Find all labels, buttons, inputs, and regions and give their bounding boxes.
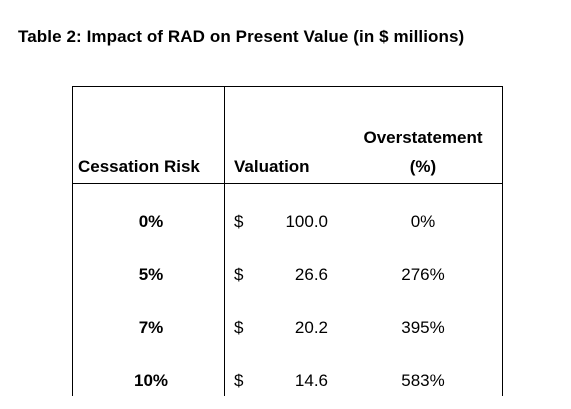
header-cessation-risk: Cessation Risk (78, 157, 200, 176)
row-1-valuation: 100.0 (285, 212, 328, 231)
row-2-overstatement: 276% (401, 265, 445, 284)
row-4-currency: $ (234, 371, 244, 390)
header-overstatement: Overstatement (363, 128, 483, 147)
row-3-risk: 7% (138, 318, 164, 337)
row-2-currency: $ (234, 265, 244, 284)
column-divider (224, 86, 225, 396)
row-1-overstatement: 0% (410, 212, 436, 231)
row-2-valuation: 26.6 (294, 265, 328, 284)
header-valuation: Valuation (234, 157, 310, 176)
row-2-risk: 5% (138, 265, 164, 284)
header-overstatement-unit: (%) (409, 157, 437, 176)
row-4-overstatement: 583% (401, 371, 445, 390)
row-3-overstatement: 395% (401, 318, 445, 337)
row-3-currency: $ (234, 318, 244, 337)
table-title: Table 2: Impact of RAD on Present Value … (18, 27, 465, 46)
header-divider (72, 183, 503, 184)
row-1-risk: 0% (138, 212, 164, 231)
row-4-risk: 10% (133, 371, 169, 390)
row-1-currency: $ (234, 212, 244, 231)
row-3-valuation: 20.2 (294, 318, 328, 337)
table-border (72, 86, 503, 396)
row-4-valuation: 14.6 (294, 371, 328, 390)
